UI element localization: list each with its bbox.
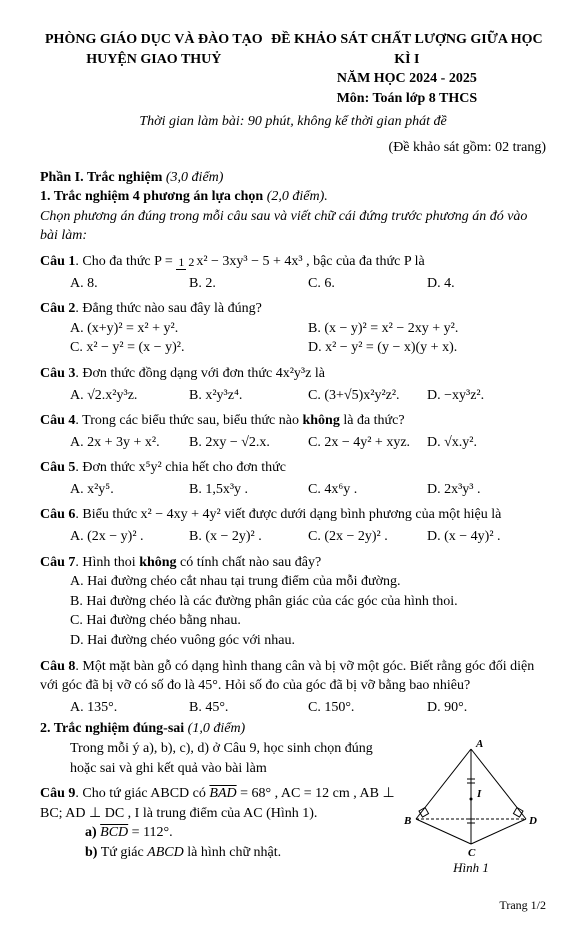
- q8-optD: D. 90°.: [427, 698, 546, 718]
- q2-optD: D. x² − y² = (y − x)(y + x).: [308, 338, 546, 358]
- q5-optB: B. 1,5x³y .: [189, 480, 308, 500]
- q1-options: A. 8. B. 2. C. 6. D. 4.: [70, 274, 546, 294]
- q9-text-a: . Cho tứ giác ABCD có: [75, 786, 209, 801]
- fig-label-A: A: [475, 739, 483, 750]
- part2-instr: Trong mỗi ý a), b), c), d) ở Câu 9, học …: [70, 739, 396, 778]
- q4-optC: C. 2x − 4y² + xyz.: [308, 433, 427, 453]
- q2-row2: C. x² − y² = (x − y)². D. x² − y² = (y −…: [70, 338, 546, 358]
- figure-1-svg: A B C D I: [401, 739, 541, 859]
- q1-text-a: . Cho đa thức P =: [75, 254, 176, 269]
- q4-options: A. 2x + 3y + x². B. 2xy − √2.x. C. 2x − …: [70, 433, 546, 453]
- q5-optC: C. 4x⁶y .: [308, 480, 427, 500]
- q1: Câu 1. Cho đa thức P = 12x² − 3xy³ − 5 +…: [40, 252, 546, 272]
- q6-options: A. (2x − y)² . B. (x − 2y)² . C. (2x − 2…: [70, 527, 546, 547]
- q8: Câu 8. Một mặt bàn gỗ có dạng hình thang…: [40, 657, 546, 696]
- figure-1: A B C D I Hình 1: [396, 739, 546, 877]
- q1-fraction: 12: [176, 256, 196, 268]
- q3-optB: B. x²y³z⁴.: [189, 386, 308, 406]
- q5-options: A. x²y⁵. B. 1,5x³y . C. 4x⁶y . D. 2x³y³ …: [70, 480, 546, 500]
- q4-optA: A. 2x + 3y + x².: [70, 433, 189, 453]
- figure-caption: Hình 1: [396, 859, 546, 877]
- org-line2: HUYỆN GIAO THUỶ: [40, 50, 268, 70]
- q9-b: b) Tứ giác ABCD là hình chữ nhật.: [85, 843, 396, 863]
- q6: Câu 6. Biểu thức x² − 4xy + 4y² viết đượ…: [40, 505, 546, 525]
- title-line3: Môn: Toán lớp 8 THCS: [268, 89, 546, 109]
- q7-optC: C. Hai đường chéo bằng nhau.: [70, 611, 546, 631]
- q1-frac-n: 1: [176, 255, 186, 270]
- q5-optA: A. x²y⁵.: [70, 480, 189, 500]
- title-line1: ĐỀ KHẢO SÁT CHẤT LƯỢNG GIỮA HỌC KÌ I: [268, 30, 546, 69]
- sub1-title: 1. Trắc nghiệm 4 phương án lựa chọn: [40, 189, 263, 204]
- part1-instr: Chọn phương án đúng trong mỗi câu sau và…: [40, 207, 546, 246]
- q2-optB: B. (x − y)² = x² − 2xy + y².: [308, 319, 546, 339]
- q7-optB: B. Hai đường chéo là các đường phân giác…: [70, 592, 546, 612]
- q8-options: A. 135°. B. 45°. C. 150°. D. 90°.: [70, 698, 546, 718]
- time-note: Thời gian làm bài: 90 phút, không kể thờ…: [40, 112, 546, 132]
- q6-optB: B. (x − 2y)² .: [189, 527, 308, 547]
- fig-label-I: I: [476, 788, 482, 800]
- q5: Câu 5. Đơn thức x⁵y² chia hết cho đơn th…: [40, 458, 546, 478]
- q2-optC: C. x² − y² = (x − y)².: [70, 338, 308, 358]
- part1-points: (3,0 điểm): [166, 170, 224, 185]
- q3-options: A. √2.x²y³z. B. x²y³z⁴. C. (3+√5)x²y²z².…: [70, 386, 546, 406]
- q1-optB: B. 2.: [189, 274, 308, 294]
- q2: Câu 2. Đẳng thức nào sau đây là đúng?: [40, 299, 546, 319]
- sub1-heading: 1. Trắc nghiệm 4 phương án lựa chọn (2,0…: [40, 187, 546, 207]
- q3: Câu 3. Đơn thức đồng dạng với đơn thức 4…: [40, 364, 546, 384]
- part2-heading: 2. Trắc nghiệm đúng-sai (1,0 điểm): [40, 719, 546, 739]
- part2-title: 2. Trắc nghiệm đúng-sai: [40, 721, 184, 736]
- q3-optA: A. √2.x²y³z.: [70, 386, 189, 406]
- fig-label-D: D: [528, 815, 537, 827]
- q9-a: a) BCD = 112°.: [85, 823, 396, 843]
- q2-optA: A. (x+y)² = x² + y².: [70, 319, 308, 339]
- q8-optB: B. 45°.: [189, 698, 308, 718]
- q9-angle-bad: BAD: [209, 786, 236, 801]
- q4-optD: D. √x.y².: [427, 433, 546, 453]
- q1-frac-d: 2: [186, 255, 196, 269]
- q1-label: Câu 1: [40, 254, 75, 269]
- q1-text-c: x² − 3xy³ − 5 + 4x³ , bậc của đa thức P …: [196, 254, 424, 269]
- page-footer: Trang 1/2: [40, 897, 546, 914]
- q5-optD: D. 2x³y³ .: [427, 480, 546, 500]
- part1-heading: Phần I. Trắc nghiệm (3,0 điểm): [40, 168, 546, 188]
- q4-optB: B. 2xy − √2.x.: [189, 433, 308, 453]
- q9-a-text: = 112°.: [128, 825, 172, 840]
- page-count-note: (Đề khảo sát gồm: 02 trang): [40, 138, 546, 158]
- fig-label-B: B: [403, 815, 411, 827]
- q9-label: Câu 9: [40, 786, 75, 801]
- q2-stem: . Đẳng thức nào sau đây là đúng?: [75, 301, 261, 316]
- page-header: PHÒNG GIÁO DỤC VÀ ĐÀO TẠO HUYỆN GIAO THU…: [40, 30, 546, 108]
- q8-optC: C. 150°.: [308, 698, 427, 718]
- q2-row1: A. (x+y)² = x² + y². B. (x − y)² = x² − …: [70, 319, 546, 339]
- q8-optA: A. 135°.: [70, 698, 189, 718]
- org-line1: PHÒNG GIÁO DỤC VÀ ĐÀO TẠO: [40, 30, 268, 50]
- q1-optA: A. 8.: [70, 274, 189, 294]
- sub1-points: (2,0 điểm).: [267, 189, 328, 204]
- q6-optC: C. (2x − 2y)² .: [308, 527, 427, 547]
- q7-optA: A. Hai đường chéo cắt nhau tại trung điể…: [70, 572, 546, 592]
- q9-a-label: a): [85, 825, 100, 840]
- title-line2: NĂM HỌC 2024 - 2025: [268, 69, 546, 89]
- q9-block: Trong mỗi ý a), b), c), d) ở Câu 9, học …: [40, 739, 546, 877]
- q3-optD: D. −xy³z².: [427, 386, 546, 406]
- q3-optC: C. (3+√5)x²y²z².: [308, 386, 427, 406]
- q4: Câu 4. Trong các biểu thức sau, biểu thứ…: [40, 411, 546, 431]
- header-right: ĐỀ KHẢO SÁT CHẤT LƯỢNG GIỮA HỌC KÌ I NĂM…: [268, 30, 546, 108]
- part1-title: Phần I. Trắc nghiệm: [40, 170, 162, 185]
- part2-points: (1,0 điểm): [188, 721, 246, 736]
- q6-optA: A. (2x − y)² .: [70, 527, 189, 547]
- q7-optD: D. Hai đường chéo vuông góc với nhau.: [70, 631, 546, 651]
- q7: Câu 7. Hình thoi không có tính chất nào …: [40, 553, 546, 573]
- q9-a-bcd: BCD: [100, 825, 128, 840]
- q1-optC: C. 6.: [308, 274, 427, 294]
- q1-optD: D. 4.: [427, 274, 546, 294]
- fig-label-C: C: [468, 847, 476, 859]
- q9: Câu 9. Cho tứ giác ABCD có BAD = 68° , A…: [40, 784, 396, 823]
- q6-optD: D. (x − 4y)² .: [427, 527, 546, 547]
- header-left: PHÒNG GIÁO DỤC VÀ ĐÀO TẠO HUYỆN GIAO THU…: [40, 30, 268, 108]
